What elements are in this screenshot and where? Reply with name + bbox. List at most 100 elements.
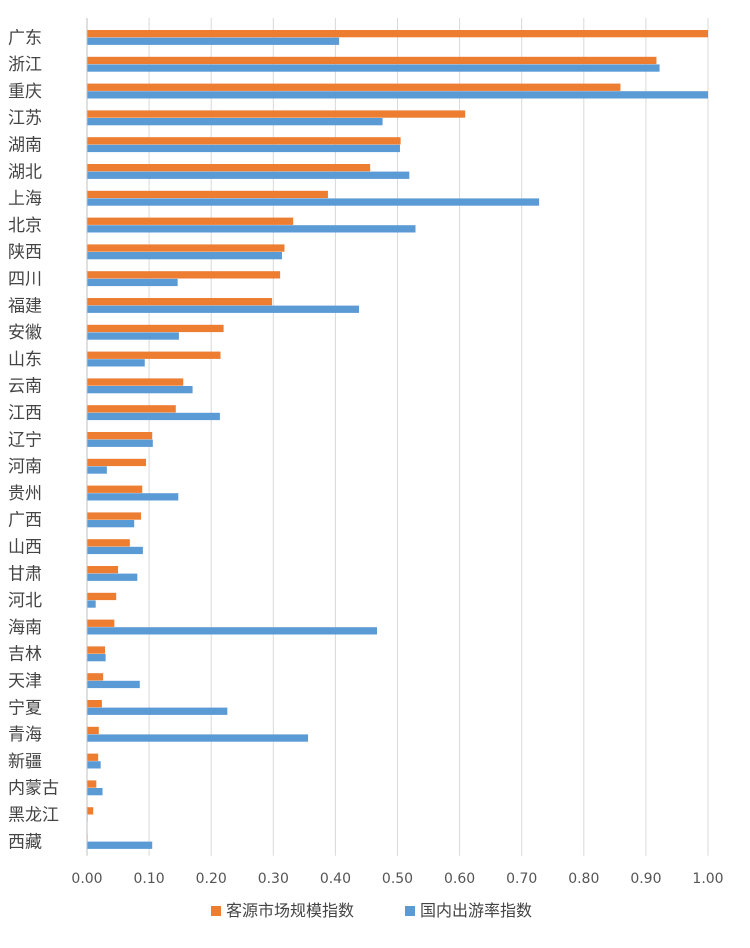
bar-market-size: [87, 298, 273, 306]
bar-travel-rate: [87, 144, 400, 153]
legend-label-travel-rate: 国内出游率指数: [420, 901, 532, 920]
category-labels: 广东浙江重庆江苏湖南湖北上海北京陕西四川福建安徽山东云南江西辽宁河南贵州广西山西…: [8, 28, 59, 852]
category-label: 海南: [8, 618, 42, 638]
bar-market-size: [87, 512, 142, 520]
category-label: 新疆: [8, 752, 42, 772]
bar-travel-rate: [87, 412, 220, 421]
bar-travel-rate: [87, 654, 106, 662]
bar-market-size: [87, 700, 102, 708]
bar-market-size: [87, 673, 104, 681]
bar-market-size: [87, 646, 106, 654]
bar-market-size: [87, 780, 97, 788]
x-tick-label: 0.40: [320, 871, 351, 887]
bar-market-size: [87, 753, 99, 761]
x-tick-label: 0.80: [568, 871, 599, 887]
bars: [87, 30, 708, 849]
x-tick-label: 0.60: [444, 871, 475, 887]
x-tick-label: 0.30: [258, 871, 289, 887]
category-label: 浙江: [8, 55, 42, 75]
bar-travel-rate: [87, 64, 660, 72]
x-tick-label: 0.90: [630, 871, 661, 887]
bar-market-size: [87, 56, 657, 65]
bar-travel-rate: [87, 359, 145, 367]
category-label: 云南: [8, 377, 42, 397]
bar-travel-rate: [87, 118, 383, 126]
bar-travel-rate: [87, 734, 309, 742]
x-tick-label: 0.10: [134, 871, 165, 887]
category-label: 辽宁: [8, 430, 42, 450]
category-label: 湖北: [8, 162, 42, 182]
bar-market-size: [87, 83, 621, 91]
bar-market-size: [87, 244, 285, 252]
x-tick-label: 0.00: [71, 871, 102, 887]
category-label: 天津: [8, 672, 42, 692]
bar-travel-rate: [87, 627, 378, 635]
bar-travel-rate: [87, 439, 153, 447]
bar-market-size: [87, 30, 708, 38]
category-label: 广东: [8, 28, 42, 48]
legend-swatch-market-size: [211, 906, 221, 916]
bar-market-size: [87, 592, 117, 601]
category-label: 北京: [8, 216, 42, 236]
bar-travel-rate: [87, 600, 96, 608]
legend-swatch-travel-rate: [405, 906, 415, 916]
category-label: 四川: [8, 270, 42, 290]
bar-travel-rate: [87, 278, 178, 287]
bar-market-size: [87, 378, 184, 386]
x-tick-label: 0.70: [506, 871, 537, 887]
bar-travel-rate: [87, 171, 410, 179]
bar-market-size: [87, 351, 221, 359]
bar-travel-rate: [87, 680, 140, 689]
bar-travel-rate: [87, 788, 103, 796]
category-label: 贵州: [8, 484, 42, 504]
category-label: 江西: [8, 404, 42, 424]
bar-travel-rate: [87, 573, 138, 581]
category-label: 吉林: [8, 645, 42, 665]
bar-travel-rate: [87, 546, 143, 555]
x-tick-labels: 0.00 0.10 0.20 0.30 0.40 0.50 0.60 0.70 0.80 0.90…: [71, 871, 723, 887]
bar-travel-rate: [87, 707, 228, 715]
category-label: 湖南: [8, 136, 42, 156]
bar-travel-rate: [87, 37, 340, 45]
bar-travel-rate: [87, 252, 282, 260]
bar-travel-rate: [87, 386, 193, 394]
bar-travel-rate: [87, 91, 708, 99]
x-tick-label: 0.50: [382, 871, 413, 887]
bar-market-size: [87, 217, 294, 225]
bar-market-size: [87, 566, 119, 574]
bar-market-size: [87, 405, 176, 413]
bar-market-size: [87, 539, 130, 547]
bar-market-size: [87, 619, 115, 627]
bar-market-size: [87, 137, 401, 145]
bar-travel-rate: [87, 332, 179, 340]
category-label: 内蒙古: [8, 779, 59, 799]
category-label: 江苏: [8, 109, 42, 129]
category-label: 福建: [8, 296, 42, 316]
bar-travel-rate: [87, 841, 153, 849]
category-label: 山东: [8, 350, 42, 370]
category-label: 河南: [8, 457, 42, 477]
category-label: 重庆: [8, 82, 42, 102]
category-label: 黑龙江: [8, 806, 59, 826]
x-tick-label: 0.20: [196, 871, 227, 887]
bar-market-size: [87, 110, 466, 118]
category-label: 青海: [8, 725, 42, 745]
category-label: 山西: [8, 538, 42, 558]
legend-label-market-size: 客源市场规模指数: [226, 901, 354, 920]
legend: 客源市场规模指数 国内出游率指数: [211, 901, 532, 920]
bar-market-size: [87, 807, 94, 815]
bar-travel-rate: [87, 493, 179, 501]
category-label: 甘肃: [8, 564, 42, 584]
bar-travel-rate: [87, 761, 101, 769]
bar-market-size: [87, 458, 146, 467]
category-label: 陕西: [8, 243, 42, 263]
gridlines: [148, 18, 709, 856]
x-tick-label: 1.00: [692, 871, 723, 887]
bar-market-size: [87, 190, 328, 199]
bar-market-size: [87, 485, 143, 493]
bar-market-size: [87, 164, 371, 172]
bar-market-size: [87, 432, 153, 440]
bar-travel-rate: [87, 225, 416, 233]
category-label: 西藏: [8, 832, 42, 852]
